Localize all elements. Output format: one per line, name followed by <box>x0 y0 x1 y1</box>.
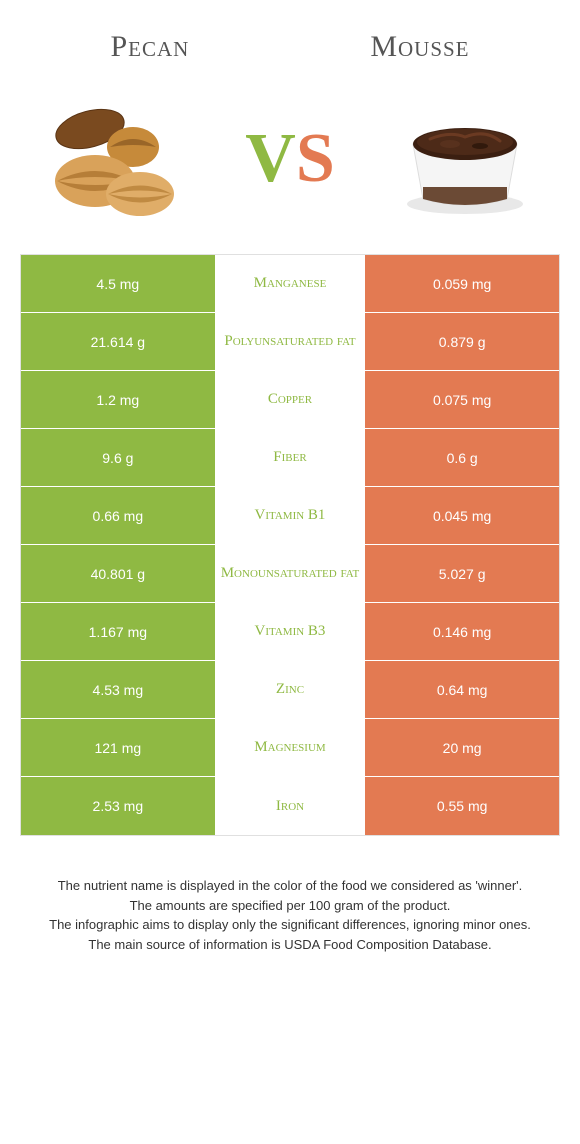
left-value: 9.6 g <box>21 429 215 486</box>
table-row: 1.2 mgCopper0.075 mg <box>21 371 559 429</box>
table-row: 40.801 gMonounsaturated fat5.027 g <box>21 545 559 603</box>
left-value: 2.53 mg <box>21 777 215 835</box>
nutrient-name: Polyunsaturated fat <box>215 313 366 370</box>
images-row: VS <box>0 74 580 254</box>
nutrient-name: Vitamin B3 <box>215 603 366 660</box>
right-value: 0.64 mg <box>365 661 559 718</box>
table-row: 4.53 mgZinc0.64 mg <box>21 661 559 719</box>
left-value: 121 mg <box>21 719 215 776</box>
nutrient-name: Fiber <box>215 429 366 486</box>
nutrient-name: Copper <box>215 371 366 428</box>
right-value: 0.045 mg <box>365 487 559 544</box>
header: Pecan Mousse <box>0 0 580 74</box>
vs-label: VS <box>245 124 335 194</box>
right-value: 20 mg <box>365 719 559 776</box>
nutrient-name: Iron <box>215 777 366 835</box>
comparison-table: 4.5 mgManganese0.059 mg21.614 gPolyunsat… <box>20 254 560 836</box>
table-row: 4.5 mgManganese0.059 mg <box>21 255 559 313</box>
nutrient-name: Zinc <box>215 661 366 718</box>
right-value: 0.075 mg <box>365 371 559 428</box>
right-value: 5.027 g <box>365 545 559 602</box>
right-value: 0.146 mg <box>365 603 559 660</box>
left-value: 0.66 mg <box>21 487 215 544</box>
nutrient-name: Manganese <box>215 255 366 312</box>
left-value: 4.53 mg <box>21 661 215 718</box>
right-value: 0.059 mg <box>365 255 559 312</box>
left-value: 1.2 mg <box>21 371 215 428</box>
left-value: 1.167 mg <box>21 603 215 660</box>
table-row: 0.66 mgVitamin B10.045 mg <box>21 487 559 545</box>
nutrient-name: Vitamin B1 <box>215 487 366 544</box>
desc-line: The nutrient name is displayed in the co… <box>30 876 550 896</box>
left-value: 4.5 mg <box>21 255 215 312</box>
description: The nutrient name is displayed in the co… <box>0 836 580 974</box>
pecan-image <box>40 94 190 224</box>
desc-line: The main source of information is USDA F… <box>30 935 550 955</box>
right-value: 0.55 mg <box>365 777 559 835</box>
table-row: 1.167 mgVitamin B30.146 mg <box>21 603 559 661</box>
table-row: 9.6 gFiber0.6 g <box>21 429 559 487</box>
nutrient-name: Magnesium <box>215 719 366 776</box>
right-food-title: Mousse <box>370 30 469 64</box>
table-row: 121 mgMagnesium20 mg <box>21 719 559 777</box>
right-value: 0.6 g <box>365 429 559 486</box>
right-value: 0.879 g <box>365 313 559 370</box>
desc-line: The amounts are specified per 100 gram o… <box>30 896 550 916</box>
table-row: 21.614 gPolyunsaturated fat0.879 g <box>21 313 559 371</box>
desc-line: The infographic aims to display only the… <box>30 915 550 935</box>
nutrient-name: Monounsaturated fat <box>215 545 366 602</box>
left-value: 21.614 g <box>21 313 215 370</box>
left-food-title: Pecan <box>110 30 189 64</box>
vs-s: S <box>296 120 335 197</box>
table-row: 2.53 mgIron0.55 mg <box>21 777 559 835</box>
vs-v: V <box>245 120 296 197</box>
left-value: 40.801 g <box>21 545 215 602</box>
mousse-image <box>390 94 540 224</box>
